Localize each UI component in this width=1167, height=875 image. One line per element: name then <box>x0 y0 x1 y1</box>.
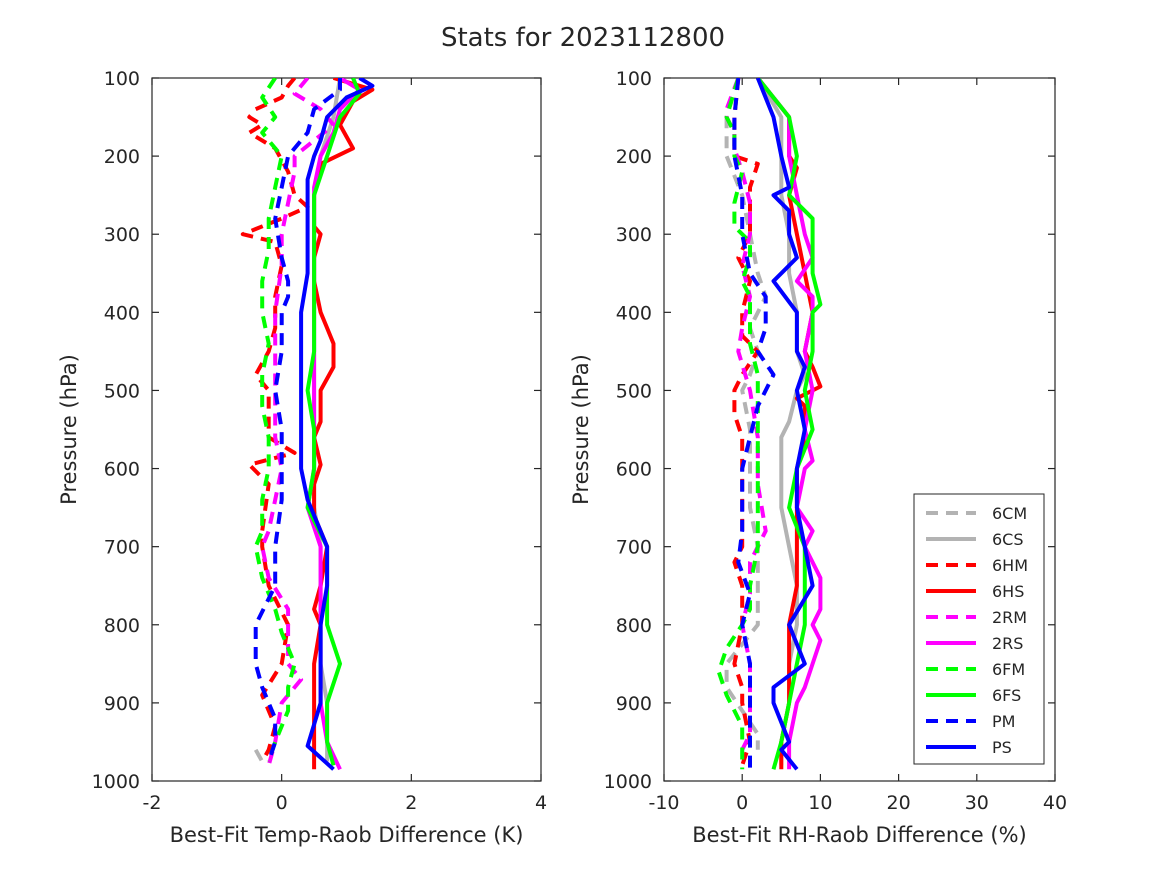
y-tick-label: 300 <box>104 224 140 246</box>
x-tick-label: 20 <box>887 792 911 814</box>
x-tick-label: 0 <box>276 792 288 814</box>
legend-label: PS <box>992 738 1012 757</box>
y-tick-label: 500 <box>616 380 652 402</box>
y-tick-label: 900 <box>104 693 140 715</box>
series-line-ps <box>755 78 815 771</box>
series-group <box>240 78 375 771</box>
series-line-6fs <box>305 78 362 766</box>
series-line-6cm <box>253 748 264 763</box>
y-tick-label: 100 <box>616 68 652 90</box>
x-tick-label: 2 <box>405 792 417 814</box>
x-tick-label: 40 <box>1043 792 1067 814</box>
legend-label: 2RS <box>992 634 1023 653</box>
legend-label: 6FM <box>992 660 1025 679</box>
legend-label: PM <box>992 712 1015 731</box>
y-tick-label: 200 <box>104 146 140 168</box>
y-tick-label: 400 <box>616 302 652 324</box>
y-axis-label: Pressure (hPa) <box>569 354 593 505</box>
series-line-ps <box>299 78 375 771</box>
left-chart-temperature: -2 0 2 4 100 200 300 400 500 600 700 800 900 1000 Best… <box>57 68 547 847</box>
y-tick-label: 800 <box>104 615 140 637</box>
y-tick-label: 600 <box>616 459 652 481</box>
legend-label: 6FS <box>992 686 1021 705</box>
x-axis-label: Best-Fit RH-Raob Difference (%) <box>692 823 1026 847</box>
legend-label: 2RM <box>992 608 1027 627</box>
legend-label: 6CS <box>992 530 1024 549</box>
series-line-2rs <box>756 78 823 770</box>
y-tick-label: 1000 <box>604 771 652 793</box>
y-tick-label: 200 <box>616 146 652 168</box>
series-group <box>716 78 823 771</box>
x-tick-label: 4 <box>535 792 547 814</box>
x-axis-label: Best-Fit Temp-Raob Difference (K) <box>170 823 524 847</box>
y-tick-label: 300 <box>616 224 652 246</box>
y-tick-label: 400 <box>104 302 140 324</box>
x-tick-label: -2 <box>143 792 162 814</box>
series-line-2rm <box>260 78 336 766</box>
y-tick-label: 500 <box>104 380 140 402</box>
plot-area <box>151 77 542 782</box>
y-tick-label: 800 <box>616 615 652 637</box>
x-tick-label: -10 <box>648 792 679 814</box>
y-tick-label: 600 <box>104 459 140 481</box>
series-line-6cs <box>756 78 807 766</box>
y-tick-label: 100 <box>104 68 140 90</box>
series-line-6fm <box>716 78 760 770</box>
y-tick-label: 900 <box>616 693 652 715</box>
x-tick-label: 30 <box>965 792 989 814</box>
y-tick-label: 700 <box>104 537 140 559</box>
y-axis-label: Pressure (hPa) <box>57 354 81 505</box>
y-tick-label: 700 <box>616 537 652 559</box>
series-line-6fm <box>253 78 297 763</box>
y-tick-label: 1000 <box>92 771 140 793</box>
x-tick-label: 10 <box>808 792 832 814</box>
x-tick-label: 0 <box>736 792 748 814</box>
figure-title: Stats for 2023112800 <box>441 23 725 53</box>
series-line-6hs <box>312 78 375 770</box>
series-line-6hm <box>240 78 310 763</box>
legend-label: 6HS <box>992 582 1024 601</box>
series-line-6hm <box>732 78 760 767</box>
series-line-pm <box>732 78 776 770</box>
legend-label: 6HM <box>992 556 1028 575</box>
chart-legend: 6CM 6CS 6HM 6HS 2RM 2RS 6FM 6FS PM PS <box>913 493 1045 765</box>
legend-label: 6CM <box>992 504 1027 523</box>
legend-box <box>913 493 1045 765</box>
